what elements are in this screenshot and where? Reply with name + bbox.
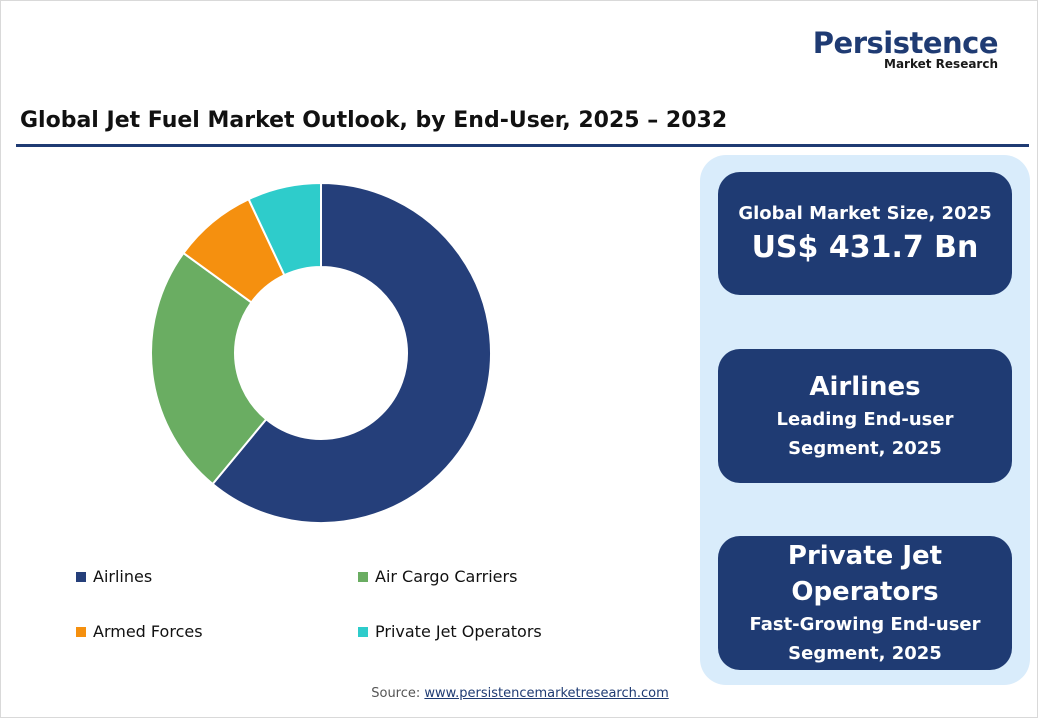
leading-segment-card: Airlines Leading End-user Segment, 2025: [718, 349, 1012, 483]
market-size-value: US$ 431.7 Bn: [751, 229, 979, 265]
legend-swatch-air-cargo-carriers: [358, 571, 368, 582]
source-note: Source: www.persistencemarketresearch.co…: [0, 686, 1040, 701]
legend-swatch-private-jet-operators: [358, 626, 368, 637]
legend-label-air-cargo-carriers: Air Cargo Carriers: [375, 567, 518, 586]
legend-label-private-jet-operators: Private Jet Operators: [375, 622, 542, 641]
title-divider: [16, 144, 1029, 147]
source-link[interactable]: www.persistencemarketresearch.com: [424, 686, 669, 701]
fast-growing-name-line2: Operators: [791, 577, 939, 607]
leading-segment-name: Airlines: [809, 372, 921, 402]
fast-growing-line1: Fast-Growing End-user: [749, 614, 981, 635]
fast-growing-name-line1: Private Jet: [787, 541, 943, 571]
leading-segment-line2: Segment, 2025: [788, 438, 942, 459]
legend-swatch-armed-forces: [76, 626, 86, 637]
legend-label-armed-forces: Armed Forces: [93, 622, 203, 641]
donut-slice-airlines: [211, 181, 492, 524]
source-label: Source:: [371, 686, 421, 701]
legend-label-airlines: Airlines: [93, 567, 153, 586]
fast-growing-line2: Segment, 2025: [788, 643, 942, 664]
legend-item-armed-forces: Armed Forces: [76, 622, 203, 641]
market-size-label: Global Market Size, 2025: [738, 202, 992, 224]
legend-item-air-cargo-carriers: Air Cargo Carriers: [358, 567, 517, 586]
fast-growing-segment-card: Private Jet Operators Fast-Growing End-u…: [718, 536, 1012, 670]
leading-segment-line1: Leading End-user: [776, 409, 954, 430]
donut-chart: [150, 181, 492, 524]
logo-sub-text: Market Research: [884, 57, 998, 71]
legend-swatch-airlines: [76, 571, 86, 582]
logo-main-text: Persistence: [812, 26, 999, 60]
market-size-card: Global Market Size, 2025 US$ 431.7 Bn: [718, 172, 1012, 295]
legend-item-airlines: Airlines: [76, 567, 152, 586]
company-logo: Persistence Market Research: [812, 26, 999, 71]
chart-title: Global Jet Fuel Market Outlook, by End-U…: [20, 108, 728, 133]
legend-item-private-jet-operators: Private Jet Operators: [358, 622, 542, 641]
donut-slice-private-jet-operators: [247, 181, 322, 277]
donut-slice-air-cargo-carriers: [150, 251, 268, 486]
